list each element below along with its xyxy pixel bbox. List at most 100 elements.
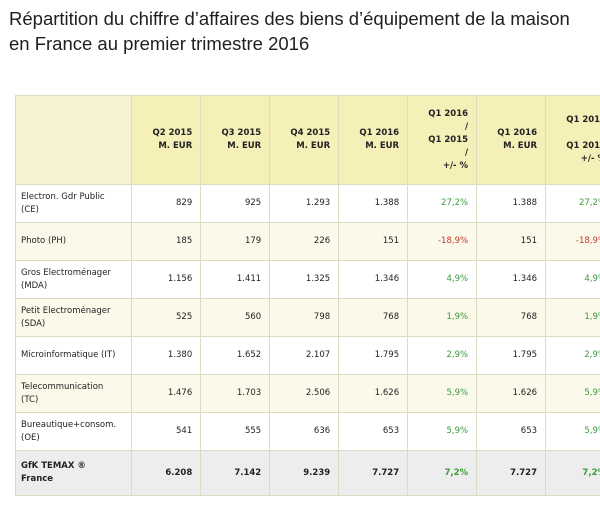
value-cell: 1.626 xyxy=(476,374,547,413)
row-label: Photo (PH) xyxy=(15,222,133,261)
change-cell: 27,2% xyxy=(545,184,600,223)
row-label: Gros Electroménager (MDA) xyxy=(15,260,133,299)
row-label-text: (OE) xyxy=(21,432,40,443)
change-cell: 2,9% xyxy=(545,336,600,375)
value-cell: 1.325 xyxy=(269,260,340,299)
header-text: Q1 2016 xyxy=(566,115,600,125)
header-text: +/- % xyxy=(442,160,469,171)
row-label-text: Gros Electroménager xyxy=(21,267,111,278)
row-label-text: Petit Electroménager xyxy=(21,305,111,316)
value-cell: 653 xyxy=(338,412,409,451)
header-text: Q1 2015 xyxy=(428,134,469,145)
header-text: +/- % xyxy=(580,154,600,164)
header-text: M. EUR xyxy=(365,141,400,151)
row-label: Telecommunication (TC) xyxy=(15,374,133,413)
change-cell: 1,9% xyxy=(545,298,600,337)
change-cell: 27,2% xyxy=(407,184,478,223)
header-text: Q4 2015 xyxy=(290,128,331,138)
table-body: Electron. Gdr Public (CE) 829 925 1.293 1.388… xyxy=(15,184,600,496)
table-row: Microinformatique (IT) 1.380 1.652 2.107 1.7… xyxy=(15,336,600,375)
value-cell: 179 xyxy=(200,222,271,261)
value-cell: 1.652 xyxy=(200,336,271,375)
header-text: / xyxy=(464,147,469,158)
value-cell: 541 xyxy=(131,412,202,451)
change-cell: 7,2% xyxy=(545,450,600,496)
row-label-text: (TC) xyxy=(21,394,39,405)
header-text: Q1 2016 xyxy=(497,128,538,138)
value-cell: 2.107 xyxy=(269,336,340,375)
table-row: Bureautique+consom. (OE) 541 555 636 653 5,9% 6… xyxy=(15,412,600,451)
change-cell: 4,9% xyxy=(407,260,478,299)
change-cell: 5,9% xyxy=(545,412,600,451)
value-cell: 1.380 xyxy=(131,336,202,375)
value-cell: 7.142 xyxy=(200,450,271,496)
header-text: M. EUR xyxy=(296,141,331,151)
value-cell: 925 xyxy=(200,184,271,223)
row-label-text: Telecommunication xyxy=(21,381,104,392)
row-label-text: GfK TEMAX ® xyxy=(21,461,86,471)
value-cell: 1.388 xyxy=(338,184,409,223)
value-cell: 829 xyxy=(131,184,202,223)
table-row: Gros Electroménager (MDA) 1.156 1.411 1.325 1… xyxy=(15,260,600,299)
change-cell: 1,9% xyxy=(407,298,478,337)
change-cell: -18,9% xyxy=(407,222,478,261)
table-row: Electron. Gdr Public (CE) 829 925 1.293 1.388… xyxy=(15,184,600,223)
value-cell: 1.795 xyxy=(476,336,547,375)
column-header: Q1 2016 / Q1 2015 / +/- % xyxy=(407,95,478,185)
value-cell: 798 xyxy=(269,298,340,337)
header-text: M. EUR xyxy=(503,141,538,151)
change-cell: 2,9% xyxy=(407,336,478,375)
title-line-2: en France au premier trimestre 2016 xyxy=(9,33,310,54)
column-header: Q4 2015 M. EUR xyxy=(269,95,340,185)
column-header: Q1 2016 M. EUR xyxy=(338,95,409,185)
value-cell: 2.506 xyxy=(269,374,340,413)
total-row: GfK TEMAX ® France 6.208 7.142 9.239 7.727 7,2… xyxy=(15,450,600,496)
header-text: M. EUR xyxy=(158,141,193,151)
value-cell: 1.346 xyxy=(476,260,547,299)
value-cell: 1.293 xyxy=(269,184,340,223)
row-label: Bureautique+consom. (OE) xyxy=(15,412,133,451)
value-cell: 525 xyxy=(131,298,202,337)
value-cell: 1.703 xyxy=(200,374,271,413)
header-text: Q1 2016 xyxy=(428,108,469,119)
header-text: / xyxy=(550,127,600,140)
row-label: Petit Electroménager (SDA) xyxy=(15,298,133,337)
column-header: Q1 2016 M. EUR xyxy=(476,95,547,185)
value-cell: 7.727 xyxy=(476,450,547,496)
value-cell: 555 xyxy=(200,412,271,451)
value-cell: 768 xyxy=(476,298,547,337)
header-text: / xyxy=(464,121,469,132)
value-cell: 151 xyxy=(338,222,409,261)
column-header: Q2 2015 M. EUR xyxy=(131,95,202,185)
revenue-table: Q2 2015 M. EUR Q3 2015 M. EUR Q4 2015 M. EUR Q… xyxy=(15,95,600,496)
row-label: Electron. Gdr Public (CE) xyxy=(15,184,133,223)
page-title: Répartition du chiffre d’affaires des bi… xyxy=(9,6,594,56)
change-cell: 4,9% xyxy=(545,260,600,299)
table-header-row: Q2 2015 M. EUR Q3 2015 M. EUR Q4 2015 M. EUR Q… xyxy=(15,95,600,185)
value-cell: 1.626 xyxy=(338,374,409,413)
value-cell: 1.795 xyxy=(338,336,409,375)
column-header: Q1 2016 /Q1 2015 +/- % xyxy=(545,95,600,185)
table-row: Telecommunication (TC) 1.476 1.703 2.506 1.62… xyxy=(15,374,600,413)
value-cell: 7.727 xyxy=(338,450,409,496)
value-cell: 151 xyxy=(476,222,547,261)
value-cell: 226 xyxy=(269,222,340,261)
value-cell: 653 xyxy=(476,412,547,451)
change-cell: 7,2% xyxy=(407,450,478,496)
change-cell: 5,9% xyxy=(545,374,600,413)
value-cell: 6.208 xyxy=(131,450,202,496)
change-cell: 5,9% xyxy=(407,374,478,413)
value-cell: 185 xyxy=(131,222,202,261)
header-label-cell xyxy=(15,95,133,185)
row-label-text: Bureautique+consom. xyxy=(21,419,117,430)
row-label-text: Microinformatique (IT) xyxy=(21,350,116,360)
column-header: Q3 2015 M. EUR xyxy=(200,95,271,185)
revenue-table-container: Q2 2015 M. EUR Q3 2015 M. EUR Q4 2015 M. EUR Q… xyxy=(15,95,600,517)
row-label-text: (MDA) xyxy=(21,280,48,291)
title-line-1: Répartition du chiffre d’affaires des bi… xyxy=(9,8,570,29)
value-cell: 1.346 xyxy=(338,260,409,299)
row-label-text: (SDA) xyxy=(21,318,46,329)
row-label-text: Photo (PH) xyxy=(21,236,67,246)
value-cell: 636 xyxy=(269,412,340,451)
value-cell: 560 xyxy=(200,298,271,337)
